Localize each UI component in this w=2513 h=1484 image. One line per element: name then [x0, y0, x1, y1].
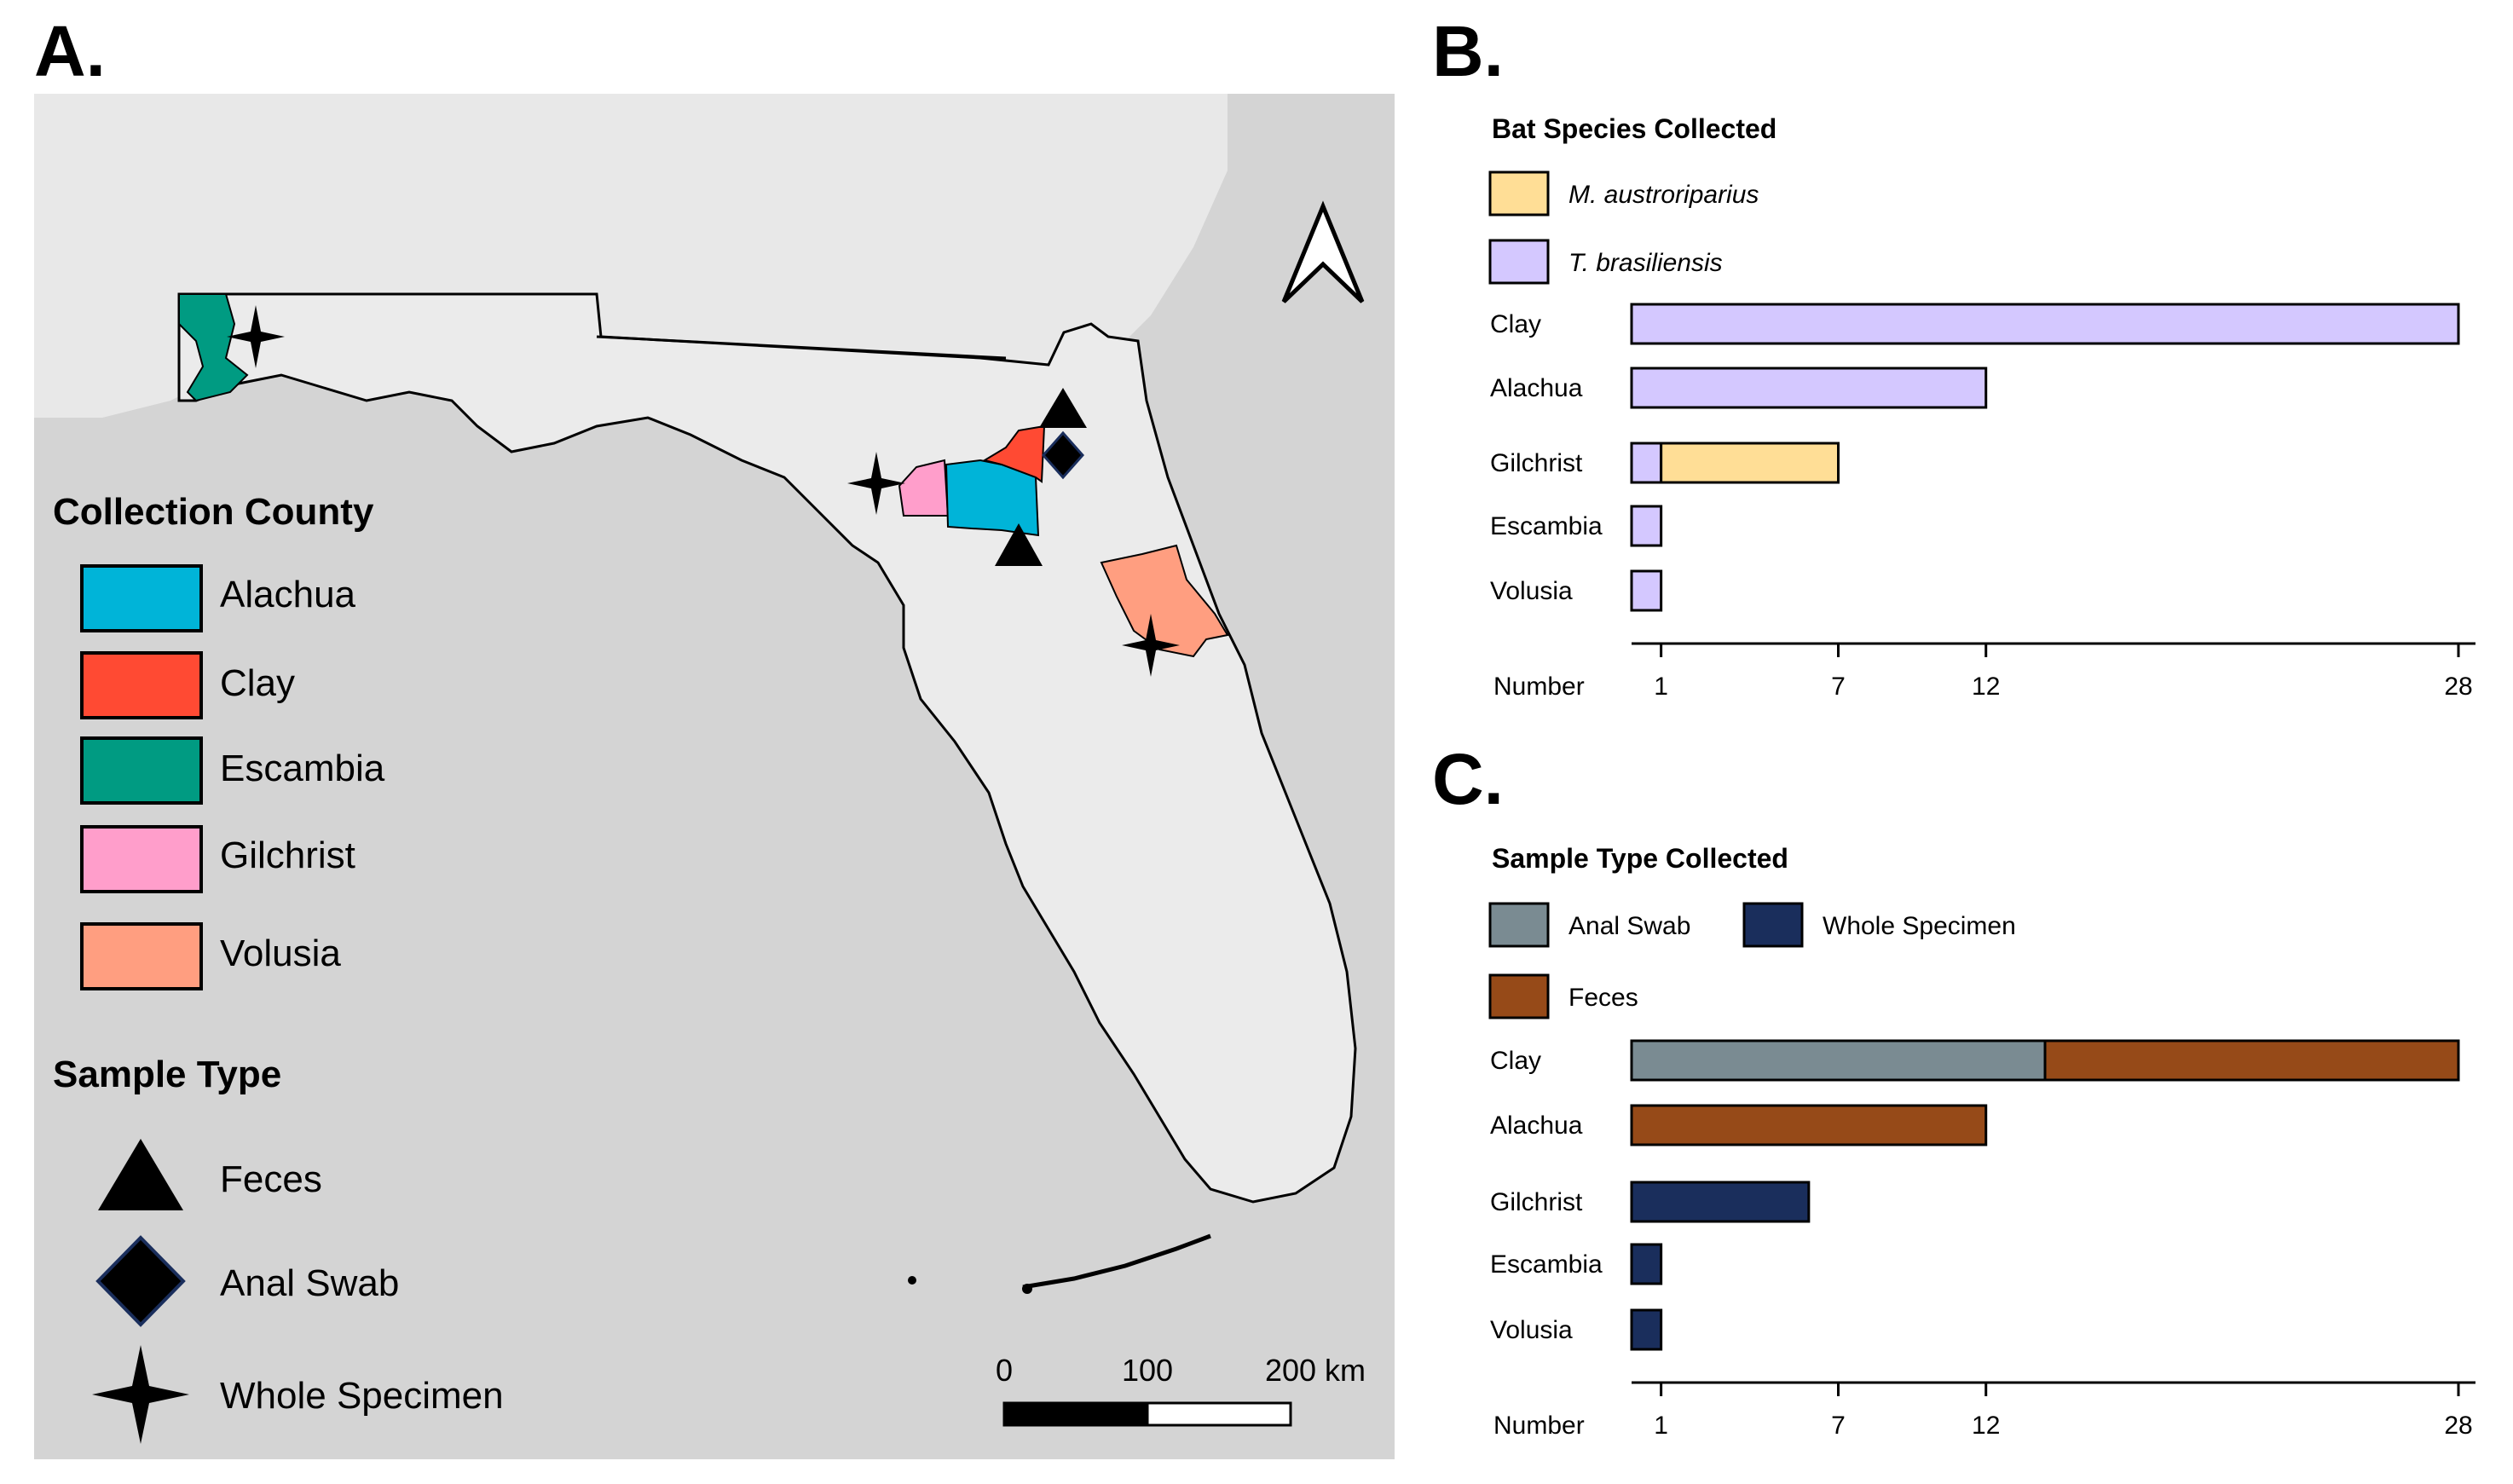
north-arrow-icon — [1281, 200, 1365, 303]
anal-swab-marker-clay — [1041, 430, 1085, 480]
florida-keys — [1022, 1233, 1211, 1290]
scale-label-200: 200 km — [1265, 1353, 1366, 1388]
whole-specimen-marker-gilchrist — [847, 452, 905, 515]
keys-island — [1022, 1284, 1032, 1294]
feces-marker-clay — [1039, 388, 1087, 428]
scale-label-0: 0 — [996, 1353, 1013, 1388]
legend-sample-label: Anal Swab — [220, 1262, 399, 1304]
scale-label-100: 100 — [1122, 1353, 1173, 1388]
whole-specimen-marker-escambia — [227, 305, 285, 368]
legend-sample-label: Feces — [220, 1158, 322, 1200]
scale-bar-black — [1002, 1401, 1149, 1427]
county-volusia — [1100, 544, 1229, 658]
legend-county-item: Alachua — [80, 564, 356, 632]
state-border-line — [596, 335, 1007, 360]
legend-county-label: Alachua — [220, 574, 356, 615]
legend-county-swatch — [80, 922, 203, 990]
legend-county-swatch — [80, 651, 203, 719]
legend-county-label: Volusia — [220, 933, 341, 974]
panel-label-c: C. — [1432, 739, 1504, 819]
legend-county-swatch — [80, 564, 203, 632]
legend-county-swatch — [80, 825, 203, 893]
county-escambia — [178, 293, 249, 402]
legend-sample-label: Whole Specimen — [220, 1375, 504, 1417]
star-icon — [92, 1345, 189, 1444]
legend-county-label: Clay — [220, 662, 295, 704]
legend-county-label: Escambia — [220, 748, 385, 789]
whole-specimen-marker-volusia — [1122, 614, 1180, 677]
diamond-icon — [95, 1235, 186, 1327]
triangle-icon — [98, 1139, 183, 1210]
tortugas-island — [908, 1276, 916, 1285]
legend-county-item: Escambia — [80, 736, 385, 805]
panel-label-b: B. — [1432, 11, 1504, 91]
legend-sample-title: Sample Type — [53, 1054, 281, 1095]
legend-county-item: Volusia — [80, 922, 341, 990]
legend-county-swatch — [80, 736, 203, 805]
legend-county-label: Gilchrist — [220, 834, 355, 876]
panel-label-a: A. — [34, 11, 106, 91]
legend-county-title: Collection County — [53, 491, 374, 533]
florida-outline — [177, 292, 1357, 1204]
scale-bar-white — [1146, 1401, 1292, 1427]
feces-marker-alachua — [995, 523, 1043, 566]
legend-county-item: Gilchrist — [80, 825, 355, 893]
legend-county-item: Clay — [80, 651, 295, 719]
